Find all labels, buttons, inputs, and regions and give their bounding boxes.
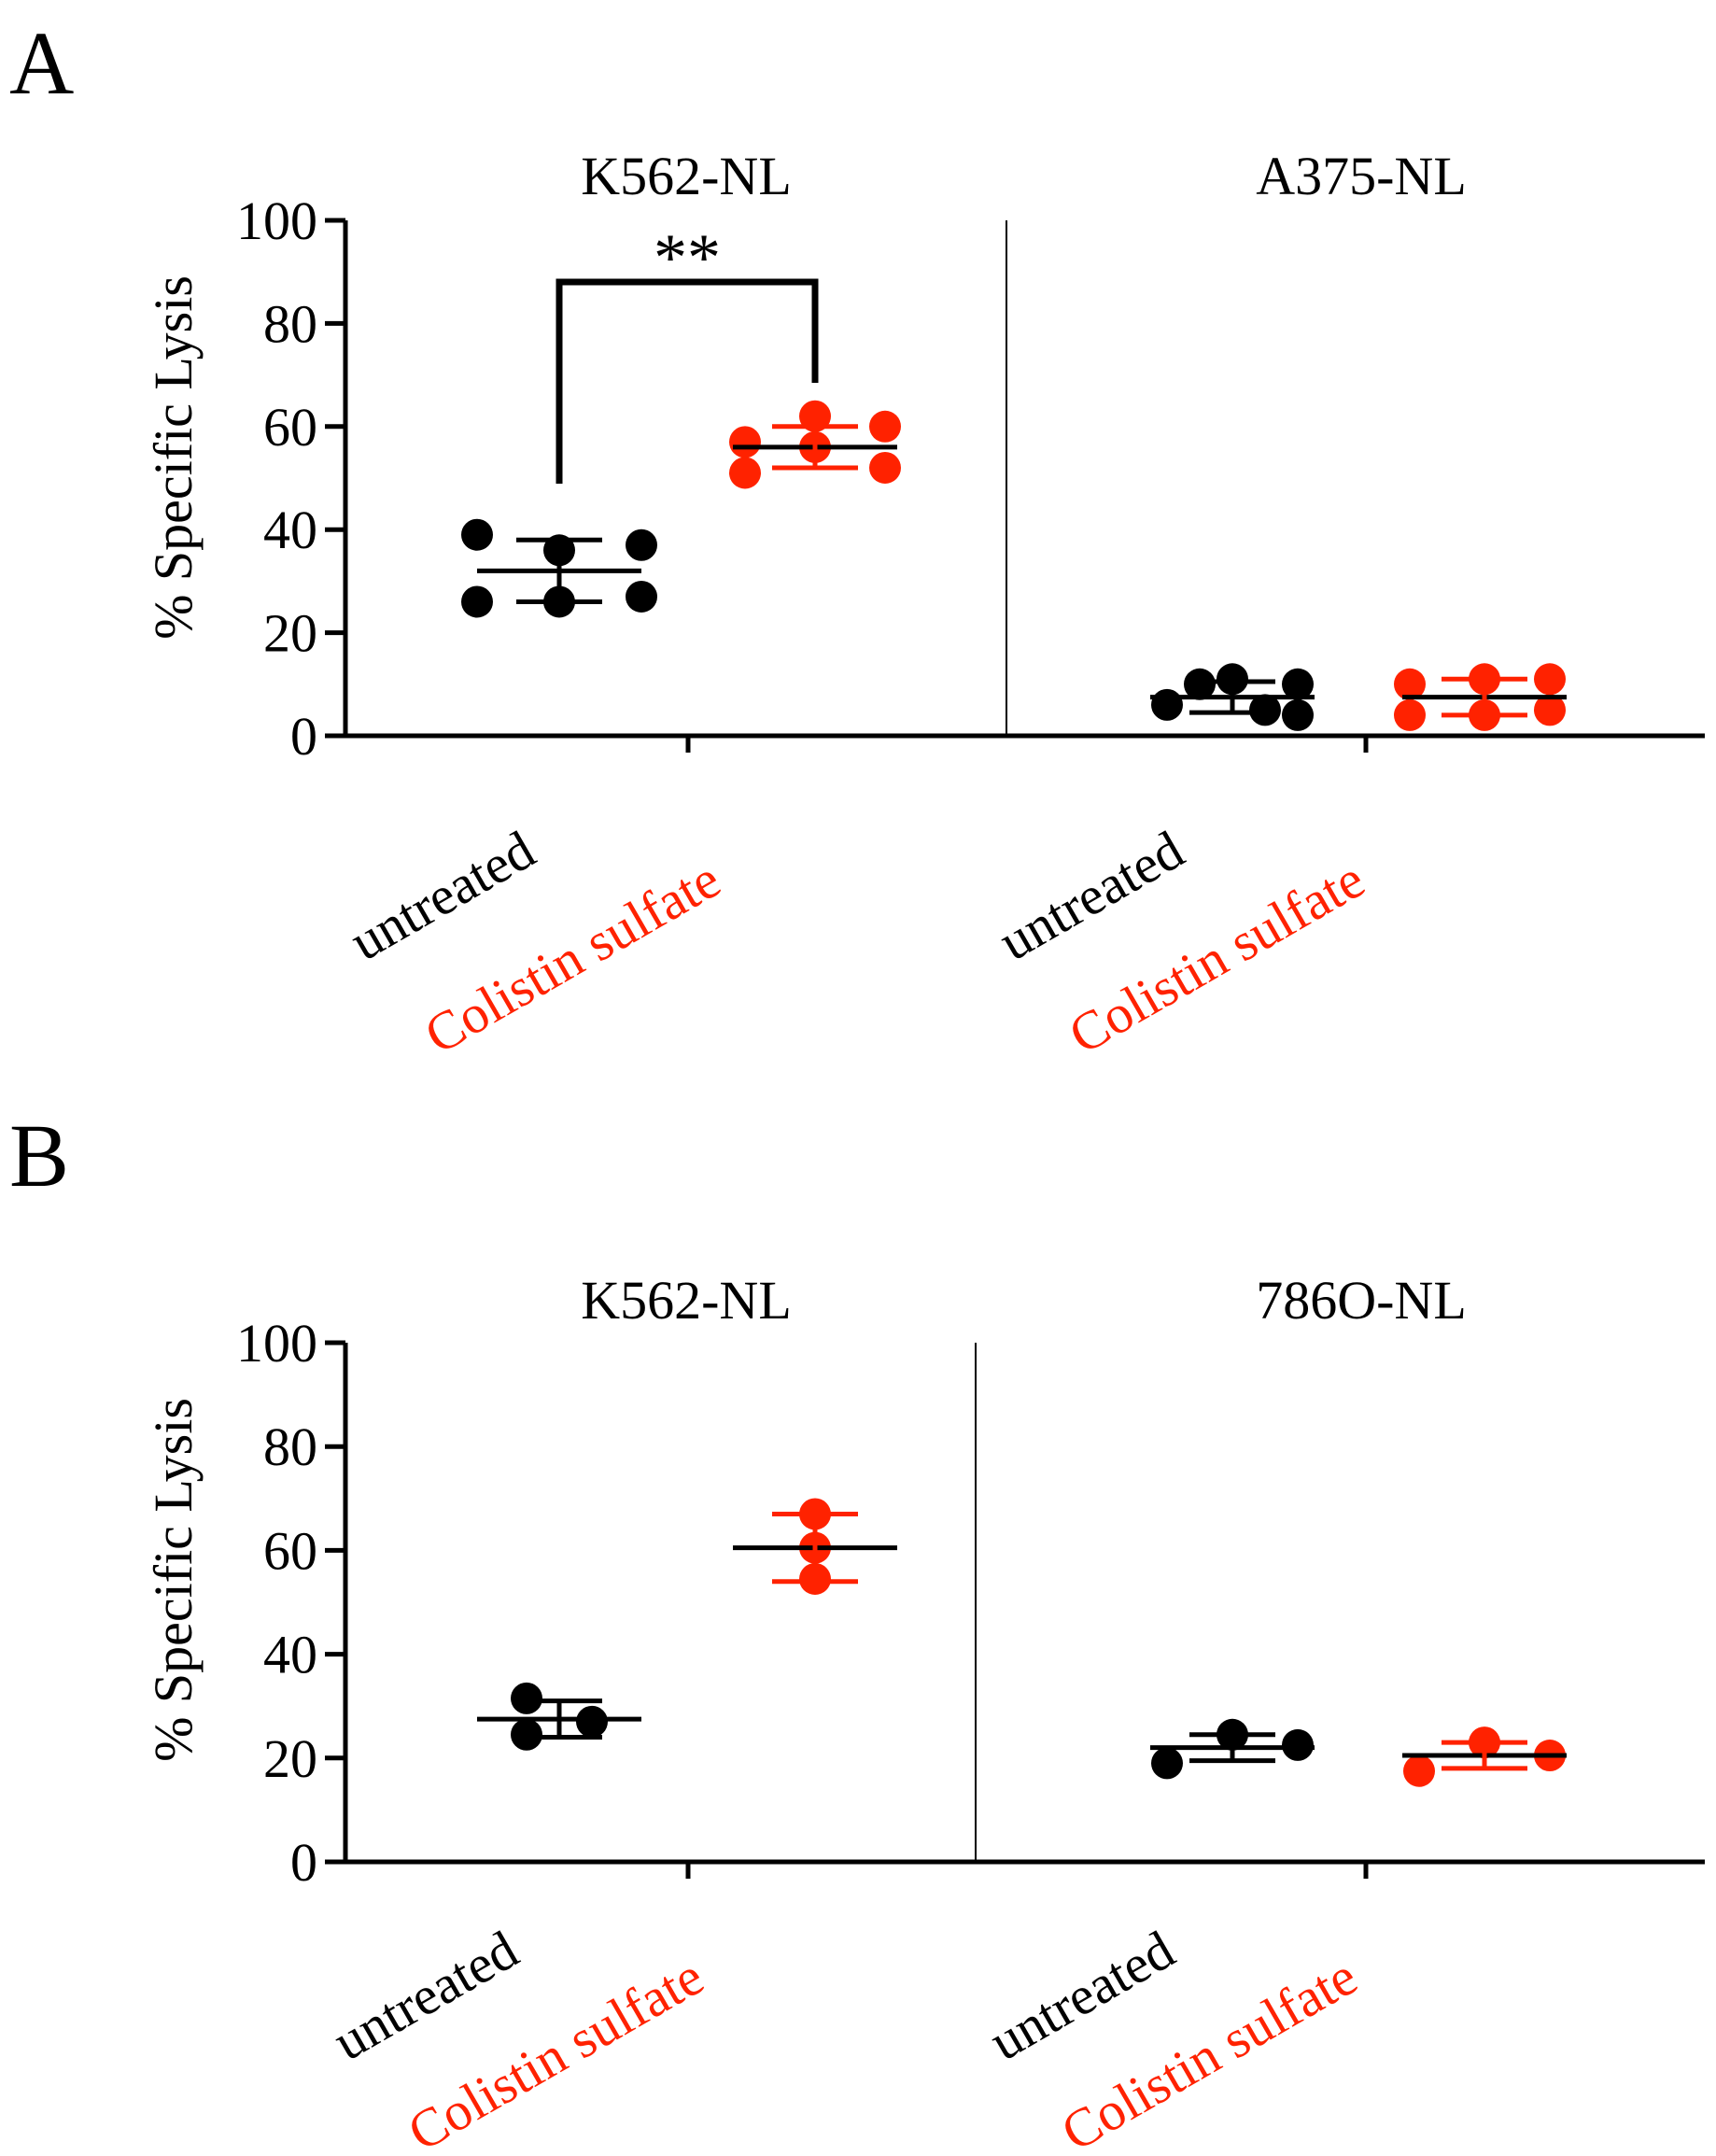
data-point xyxy=(869,451,901,484)
category-label-untreated: untreated xyxy=(979,1919,1184,2072)
panel-letter-b: B xyxy=(9,1106,69,1205)
data-point xyxy=(626,528,657,561)
y-tick-label: 40 xyxy=(263,1625,317,1685)
subpanel-title-b-right: 786O-NL xyxy=(1256,1270,1467,1331)
group-k562-nl-untreated xyxy=(477,1682,641,1751)
y-axis-label-a: % Specific Lysis xyxy=(143,275,204,640)
data-point xyxy=(511,1682,542,1714)
group-786o-nl-colistin xyxy=(1402,1726,1567,1787)
data-point xyxy=(1151,1747,1183,1780)
panel-b: B K562-NL 786O-NL % Specific Lysis 0 20 40… xyxy=(9,1106,1705,2156)
data-point xyxy=(1282,698,1314,731)
y-tick-label: 100 xyxy=(236,1313,317,1374)
group-a375-nl-untreated xyxy=(1150,663,1315,731)
group-k562-nl-colistin xyxy=(733,1498,897,1595)
data-point xyxy=(1394,668,1426,700)
data-point xyxy=(1151,688,1183,721)
chart-marks-a xyxy=(461,400,1567,731)
group-786o-nl-untreated xyxy=(1150,1718,1315,1780)
significance-label: ** xyxy=(654,220,721,295)
data-point xyxy=(729,426,761,458)
data-point xyxy=(461,518,493,551)
data-point xyxy=(1534,663,1566,696)
data-point xyxy=(729,457,761,489)
subpanel-title-a-left: K562-NL xyxy=(581,146,792,206)
y-tick-label: 0 xyxy=(290,1832,317,1893)
category-label-untreated: untreated xyxy=(340,819,544,972)
data-point xyxy=(1249,694,1281,726)
data-point xyxy=(1184,668,1216,700)
data-point xyxy=(1217,663,1248,696)
data-point xyxy=(1394,698,1426,731)
data-point xyxy=(511,1718,542,1751)
y-axis-label-b: % Specific Lysis xyxy=(143,1398,204,1762)
group-k562-nl-colistin xyxy=(729,400,901,489)
y-tick-label: 80 xyxy=(263,293,317,354)
data-point xyxy=(576,1705,608,1738)
data-point xyxy=(626,580,657,613)
data-point xyxy=(799,400,831,432)
data-point xyxy=(1282,668,1314,700)
panel-letter-a: A xyxy=(9,13,74,113)
data-point xyxy=(869,410,901,443)
data-point xyxy=(1282,1728,1314,1761)
y-tick-label: 80 xyxy=(263,1416,317,1477)
chart-marks-b xyxy=(477,1498,1567,1787)
group-k562-nl-untreated xyxy=(461,518,657,618)
subpanel-title-a-right: A375-NL xyxy=(1256,146,1467,206)
panel-a: A K562-NL A375-NL % Specific Lysis 0 20 40… xyxy=(9,13,1705,1065)
y-tick-label: 20 xyxy=(263,603,317,664)
y-tick-label: 100 xyxy=(236,190,317,251)
y-tick-label: 40 xyxy=(263,500,317,560)
category-label-untreated: untreated xyxy=(989,819,1193,972)
y-axis-a: 0 20 40 60 80 100 xyxy=(236,190,1705,767)
category-labels-a: untreated Colistin sulfate untreated Col… xyxy=(340,819,1374,1065)
subpanel-title-b-left: K562-NL xyxy=(581,1270,792,1331)
significance-bracket: ** xyxy=(556,220,819,484)
y-tick-label: 0 xyxy=(290,706,317,767)
data-point xyxy=(1534,694,1566,726)
y-axis-b: 0 20 40 60 80 100 xyxy=(236,1313,1705,1893)
category-label-untreated: untreated xyxy=(323,1919,527,2072)
group-a375-nl-colistin xyxy=(1394,663,1567,731)
data-point xyxy=(1403,1754,1435,1787)
category-labels-b: untreated Colistin sulfate untreated Col… xyxy=(323,1919,1367,2156)
y-tick-label: 60 xyxy=(263,397,317,458)
data-point xyxy=(461,585,493,618)
y-tick-label: 20 xyxy=(263,1728,317,1789)
y-tick-label: 60 xyxy=(263,1520,317,1581)
